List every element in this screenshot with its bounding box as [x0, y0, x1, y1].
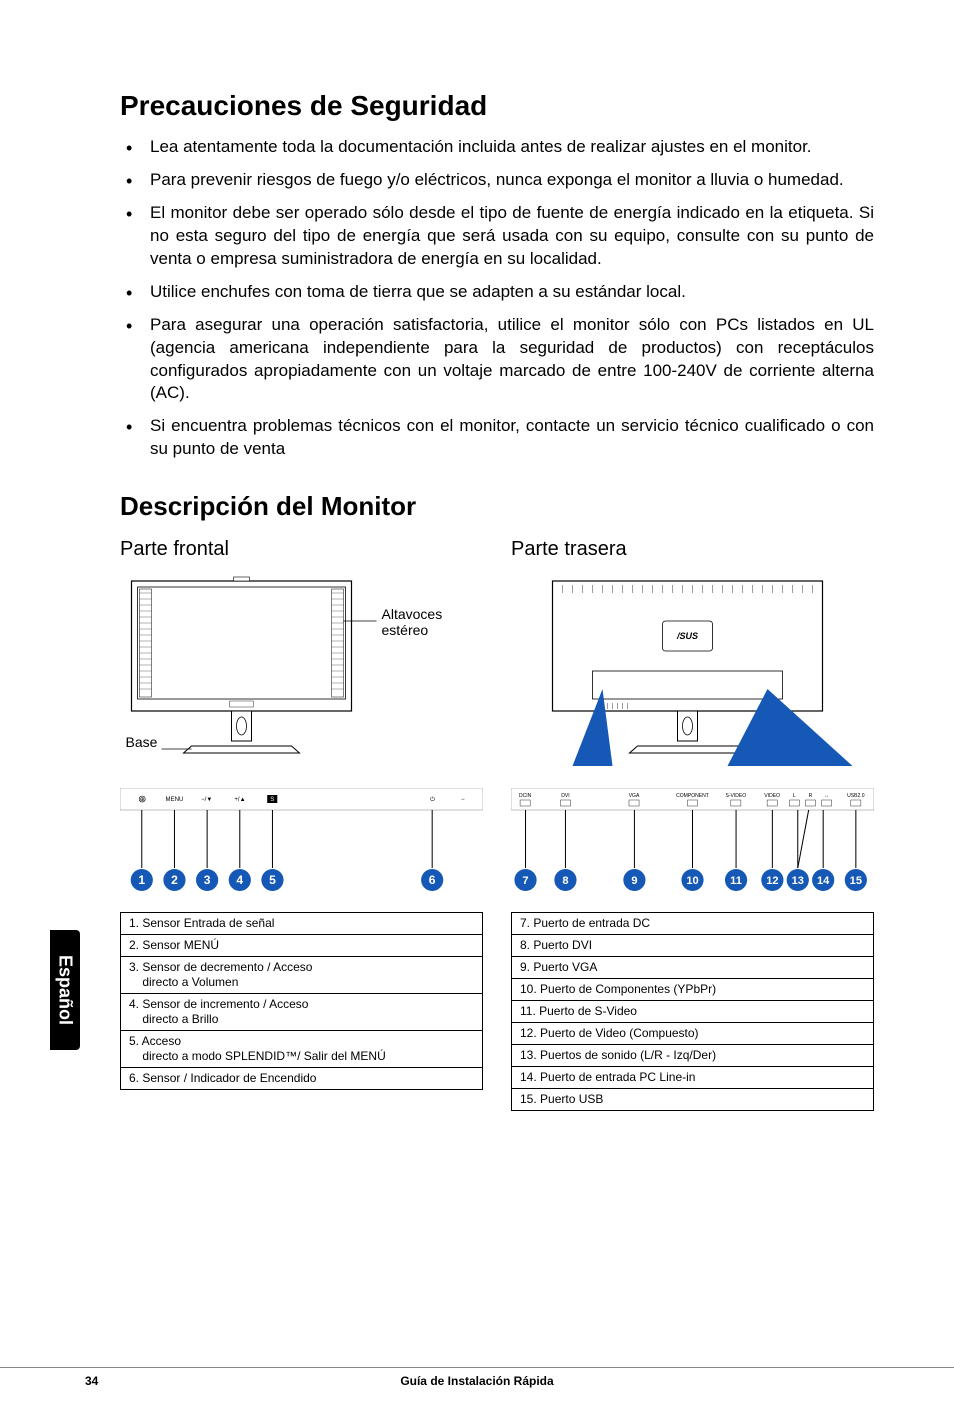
svg-text:5: 5 [269, 873, 276, 887]
legend-cell: 13. Puertos de sonido (L/R - Izq/Der) [512, 1045, 874, 1067]
svg-text:↔: ↔ [824, 793, 829, 799]
svg-text:−/▼: −/▼ [201, 797, 212, 803]
svg-text:−: − [461, 797, 465, 803]
svg-text:DVI: DVI [561, 793, 569, 799]
safety-bullet: Si encuentra problemas técnicos con el m… [120, 415, 874, 461]
svg-text:14: 14 [817, 875, 830, 887]
monitor-front-diagram: Altavocesestéreo Base [120, 571, 483, 771]
svg-text:10: 10 [686, 875, 698, 887]
page-number: 34 [0, 1374, 120, 1388]
svg-text:15: 15 [850, 875, 862, 887]
safety-bullet: El monitor debe ser operado sólo desde e… [120, 202, 874, 271]
svg-text:+/▲: +/▲ [234, 797, 245, 803]
svg-text:13: 13 [792, 875, 804, 887]
svg-text:8: 8 [562, 875, 568, 887]
language-tab: Español [50, 930, 80, 1050]
front-subheading: Parte frontal [120, 538, 483, 561]
page-footer: 34 Guía de Instalación Rápida [0, 1367, 954, 1388]
heading-safety: Precauciones de Seguridad [120, 90, 874, 122]
legend-cell: 5. Acceso directo a modo SPLENDID™/ Sali… [121, 1031, 483, 1068]
svg-text:L: L [793, 793, 796, 799]
rear-column: Parte trasera /SUS [511, 538, 874, 1111]
legend-cell: 14. Puerto de entrada PC Line-in [512, 1067, 874, 1089]
legend-cell: 3. Sensor de decremento / Acceso directo… [121, 957, 483, 994]
footer-title: Guía de Instalación Rápida [120, 1374, 954, 1388]
svg-text:11: 11 [730, 875, 742, 887]
legend-cell: 10. Puerto de Componentes (YPbPr) [512, 979, 874, 1001]
svg-text:3: 3 [204, 873, 211, 887]
svg-text:6: 6 [429, 873, 436, 887]
rear-ports-row: DCIN DVI VGA COMPONENT S-VIDEO VIDEO L R ↔ USB2.0… [511, 788, 874, 898]
svg-text:USB2.0: USB2.0 [847, 793, 865, 799]
front-legend-table: 1. Sensor Entrada de señal2. Sensor MENÚ… [120, 912, 483, 1090]
rear-legend-table: 7. Puerto de entrada DC 8. Puerto DVI 9.… [511, 912, 874, 1111]
svg-text:9: 9 [631, 875, 637, 887]
svg-text:S-VIDEO: S-VIDEO [726, 793, 747, 799]
safety-bullet: Para prevenir riesgos de fuego y/o eléct… [120, 169, 874, 192]
svg-text:Altavocesestéreo: Altavocesestéreo [382, 606, 443, 638]
svg-text:/SUS: /SUS [676, 631, 698, 641]
svg-text:⊕: ⊕ [140, 797, 145, 803]
svg-text:1: 1 [138, 873, 145, 887]
svg-text:4: 4 [236, 873, 243, 887]
safety-bullet: Lea atentamente toda la documentación in… [120, 136, 874, 159]
svg-text:Base: Base [126, 734, 158, 750]
legend-cell: 2. Sensor MENÚ [121, 935, 483, 957]
svg-text:MENU: MENU [166, 797, 184, 803]
rear-subheading: Parte trasera [511, 538, 874, 561]
safety-bullet: Para asegurar una operación satisfactori… [120, 314, 874, 406]
svg-text:VGA: VGA [629, 793, 640, 799]
svg-text:DCIN: DCIN [519, 793, 532, 799]
svg-text:2: 2 [171, 873, 178, 887]
legend-cell: 4. Sensor de incremento / Acceso directo… [121, 994, 483, 1031]
svg-text:R: R [809, 793, 813, 799]
svg-text:7: 7 [522, 875, 528, 887]
safety-list: Lea atentamente toda la documentación in… [120, 136, 874, 461]
legend-cell: 6. Sensor / Indicador de Encendido [121, 1068, 483, 1090]
monitor-rear-diagram: /SUS [511, 571, 874, 771]
safety-bullet: Utilice enchufes con toma de tierra que … [120, 281, 874, 304]
svg-text:COMPONENT: COMPONENT [676, 793, 709, 799]
svg-text:VIDEO: VIDEO [764, 793, 780, 799]
legend-cell: 12. Puerto de Video (Compuesto) [512, 1023, 874, 1045]
legend-cell: 9. Puerto VGA [512, 957, 874, 979]
legend-cell: 7. Puerto de entrada DC [512, 913, 874, 935]
svg-text:S: S [270, 797, 274, 803]
front-column: Parte frontal [120, 538, 483, 1111]
svg-text:12: 12 [766, 875, 778, 887]
heading-description: Descripción del Monitor [120, 491, 874, 522]
legend-cell: 11. Puerto de S-Video [512, 1001, 874, 1023]
legend-cell: 15. Puerto USB [512, 1089, 874, 1111]
front-ports-row: ⊕ MENU −/▼ +/▲ S ⏻ − 1 2 3 4 5 6 [120, 788, 483, 898]
legend-cell: 1. Sensor Entrada de señal [121, 913, 483, 935]
svg-text:⏻: ⏻ [430, 796, 435, 803]
legend-cell: 8. Puerto DVI [512, 935, 874, 957]
